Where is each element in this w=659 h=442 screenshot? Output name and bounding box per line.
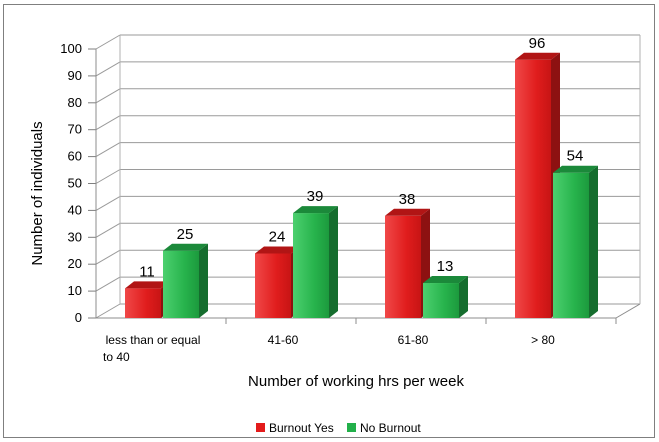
bar: [553, 172, 589, 318]
y-tick-label: 100: [60, 41, 82, 56]
bar-top: [515, 52, 560, 60]
y-tick-label: 30: [68, 229, 82, 244]
gridline-side-70: [95, 115, 121, 131]
x-tick-label: > 80: [531, 333, 555, 347]
bar: [125, 288, 161, 318]
data-label: 54: [567, 148, 584, 165]
gridline-side-60: [95, 142, 121, 158]
y-tick-label: 60: [68, 149, 82, 164]
y-tick-label: 40: [68, 202, 82, 217]
gridline-side-50: [95, 169, 121, 184]
x-tick-label: less than or equal: [106, 333, 201, 347]
legend-swatch: [347, 423, 356, 432]
y-tick-label: 80: [68, 95, 82, 110]
y-tick-label: 10: [68, 283, 82, 298]
gridline-side-90: [95, 61, 121, 77]
gridline-side-100: [95, 34, 121, 50]
legend-swatch: [256, 423, 265, 432]
legend-label: Burnout Yes: [269, 421, 334, 435]
bar-side: [589, 165, 598, 318]
bar-top: [293, 206, 338, 214]
gridline-side-20: [95, 249, 121, 265]
gridline-side-30: [95, 222, 121, 238]
data-label: 24: [269, 228, 286, 245]
gridline-side-10: [95, 276, 121, 292]
y-tick-label: 50: [68, 176, 82, 191]
bar-top: [385, 208, 430, 216]
bar-top: [125, 281, 170, 289]
bar-side: [329, 206, 338, 318]
y-axis-title: Number of individuals: [29, 121, 46, 265]
x-tick-label: 41-60: [268, 333, 299, 347]
bar-top: [255, 246, 300, 254]
y-tick-label: 70: [68, 122, 82, 137]
chart-svg: 0 10 20 30 40 50 60 70 80 90 100 11 25 less than or e…: [29, 34, 641, 435]
bar: [515, 59, 551, 318]
x-tick-label: to 40: [103, 350, 130, 364]
labels: 0 10 20 30 40 50 60 70 80 90 100 11 25 less than or e…: [29, 35, 583, 435]
bar-side: [199, 243, 208, 318]
data-label: 25: [177, 226, 194, 243]
y-tick-label: 90: [68, 68, 82, 83]
data-label: 96: [529, 35, 546, 52]
data-label: 39: [307, 188, 324, 205]
bar-side: [459, 276, 468, 318]
gridline-side-40: [95, 195, 121, 211]
bar: [163, 250, 199, 318]
y-tick-label: 20: [68, 256, 82, 271]
bar: [423, 283, 459, 318]
gridline-side-80: [95, 88, 121, 104]
bar: [293, 213, 329, 318]
y-tick-label: 0: [75, 310, 82, 325]
axes: [88, 35, 641, 324]
bar-top: [553, 165, 598, 173]
bars: [125, 52, 598, 318]
bar-top: [163, 243, 208, 251]
data-label: 13: [437, 258, 454, 275]
data-label: 38: [399, 191, 416, 208]
floor-edge-right: [615, 303, 641, 319]
bar: [255, 253, 291, 318]
bar-top: [423, 276, 468, 284]
legend-label: No Burnout: [360, 421, 421, 435]
data-label: 11: [139, 263, 155, 280]
x-axis-title: Number of working hrs per week: [248, 373, 464, 390]
bar: [385, 215, 421, 318]
x-tick-label: 61-80: [398, 333, 429, 347]
chart-frame: 0 10 20 30 40 50 60 70 80 90 100 11 25 less than or e…: [3, 4, 655, 438]
gridline-side-0: [95, 303, 121, 319]
